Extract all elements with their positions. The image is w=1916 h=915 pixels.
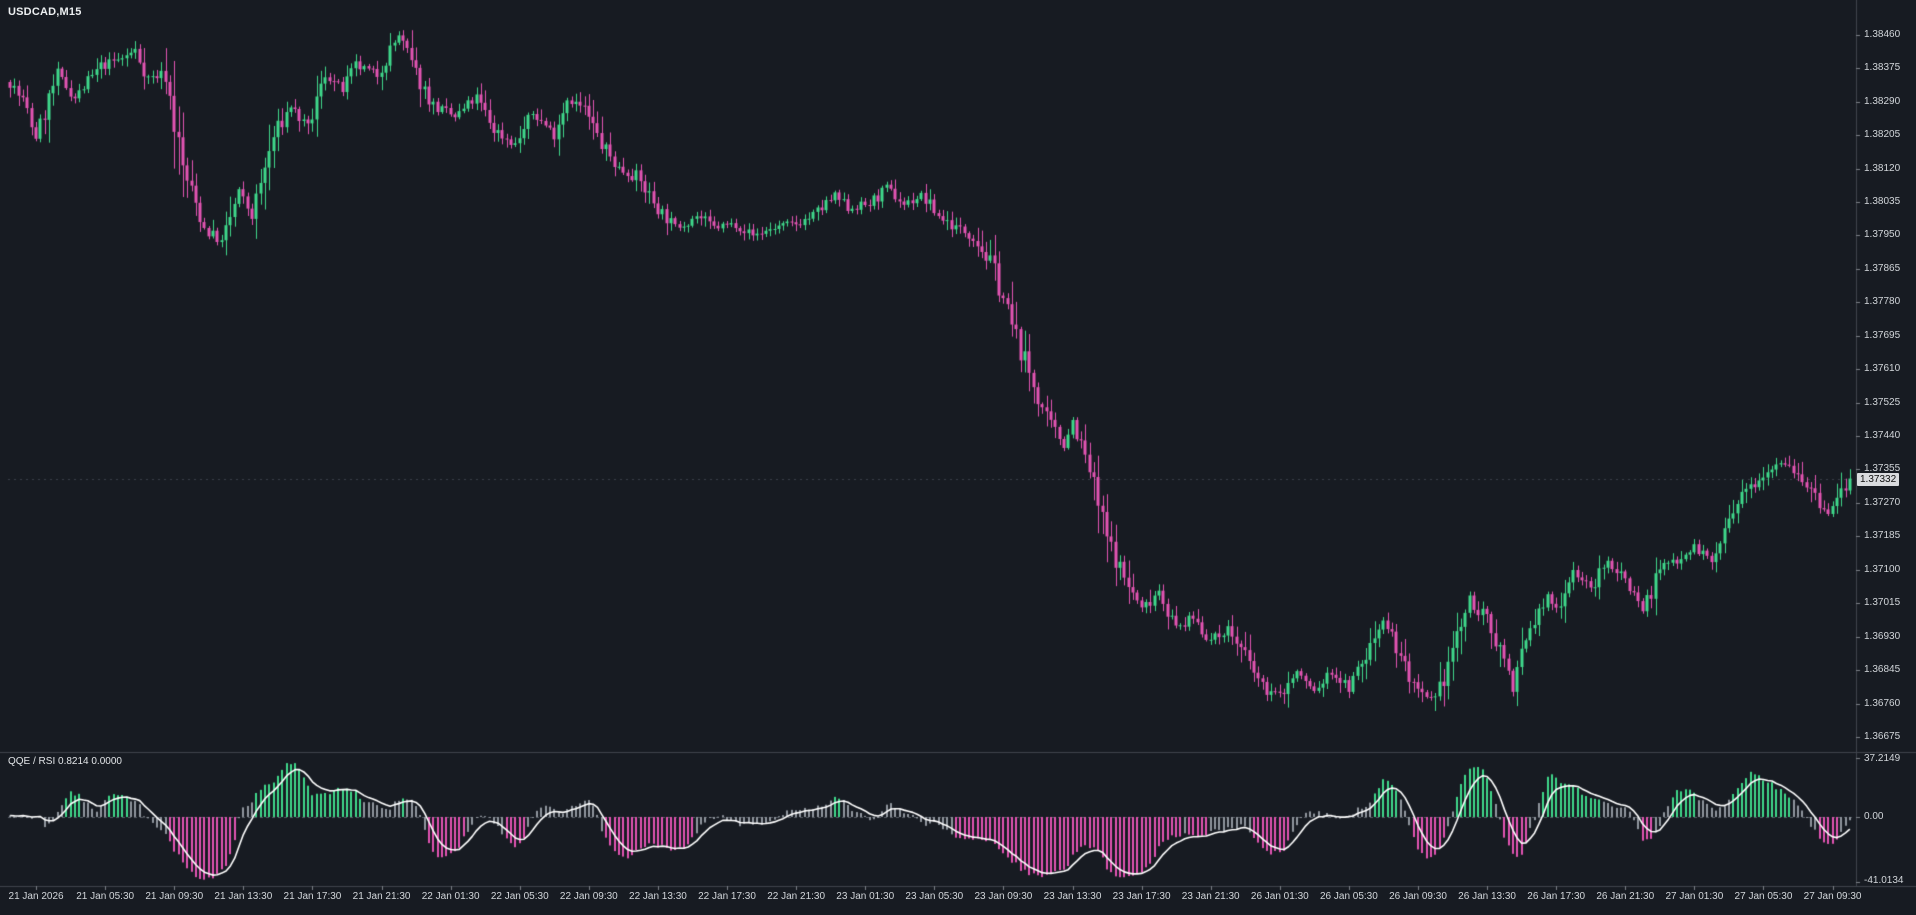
price-axis-label: 1.37780 bbox=[1864, 296, 1901, 308]
time-axis-label: 22 Jan 05:30 bbox=[490, 891, 549, 902]
current-price-tag: 1.37332 bbox=[1857, 472, 1900, 486]
time-axis-label: 26 Jan 13:30 bbox=[1458, 891, 1516, 902]
price-axis-label: 1.37865 bbox=[1864, 262, 1901, 274]
time-axis-label: 21 Jan 13:30 bbox=[214, 891, 273, 902]
price-axis-label: 1.37270 bbox=[1864, 496, 1901, 508]
price-axis-label: 1.37355 bbox=[1864, 463, 1901, 475]
indicator-max-label: 37.2149 bbox=[1864, 753, 1901, 764]
price-axis-label: 1.36760 bbox=[1864, 697, 1901, 709]
time-axis-label: 23 Jan 13:30 bbox=[1043, 891, 1102, 902]
time-axis-label: 23 Jan 01:30 bbox=[836, 891, 895, 902]
time-axis-label: 27 Jan 01:30 bbox=[1665, 891, 1724, 902]
price-axis-label: 1.37185 bbox=[1864, 530, 1901, 542]
price-axis-label: 1.38375 bbox=[1864, 62, 1901, 74]
price-axis-label: 1.38460 bbox=[1864, 28, 1901, 40]
time-axis-label: 26 Jan 21:30 bbox=[1596, 891, 1655, 902]
time-axis-label: 26 Jan 17:30 bbox=[1527, 891, 1586, 902]
time-axis-label: 26 Jan 05:30 bbox=[1319, 891, 1378, 902]
price-axis-label: 1.37695 bbox=[1864, 329, 1901, 341]
time-axis-label: 21 Jan 05:30 bbox=[76, 891, 135, 902]
price-axis-label: 1.37440 bbox=[1864, 430, 1901, 442]
price-axis-label: 1.37100 bbox=[1864, 563, 1901, 575]
time-axis-label: 23 Jan 17:30 bbox=[1112, 891, 1171, 902]
symbol-timeframe-label: USDCAD,M15 bbox=[8, 6, 82, 18]
time-axis-label: 23 Jan 09:30 bbox=[974, 891, 1033, 902]
price-axis-label: 1.37525 bbox=[1864, 396, 1901, 408]
price-axis-label: 1.38290 bbox=[1864, 95, 1901, 107]
time-axis-label: 27 Jan 09:30 bbox=[1803, 891, 1862, 902]
time-axis-label: 23 Jan 21:30 bbox=[1181, 891, 1240, 902]
price-axis-label: 1.37610 bbox=[1864, 363, 1901, 375]
time-axis-label: 21 Jan 17:30 bbox=[283, 891, 342, 902]
time-axis-label: 22 Jan 21:30 bbox=[767, 891, 826, 902]
time-axis-label: 26 Jan 09:30 bbox=[1389, 891, 1447, 902]
indicator-min-label: -41.0134 bbox=[1864, 875, 1904, 886]
price-axis-label: 1.38205 bbox=[1864, 129, 1901, 141]
price-axis-label: 1.36845 bbox=[1864, 664, 1901, 676]
time-axis-label: 22 Jan 01:30 bbox=[421, 891, 480, 902]
price-axis-label: 1.37950 bbox=[1864, 229, 1901, 241]
price-axis-label: 1.36930 bbox=[1864, 630, 1901, 642]
time-axis-label: 21 Jan 09:30 bbox=[145, 891, 204, 902]
price-axis-label: 1.38035 bbox=[1864, 195, 1901, 207]
time-axis-label: 23 Jan 05:30 bbox=[905, 891, 964, 902]
price-axis-label: 1.38120 bbox=[1864, 162, 1901, 174]
time-axis-label: 26 Jan 01:30 bbox=[1250, 891, 1309, 902]
price-axis-label: 1.37015 bbox=[1864, 597, 1901, 609]
indicator-title: QQE / RSI 0.8214 0.0000 bbox=[8, 756, 122, 767]
time-axis-label: 22 Jan 17:30 bbox=[698, 891, 756, 902]
time-axis-label: 22 Jan 09:30 bbox=[559, 891, 618, 902]
time-axis-label: 27 Jan 05:30 bbox=[1734, 891, 1793, 902]
time-axis-label: 21 Jan 21:30 bbox=[352, 891, 411, 902]
time-axis-label: 22 Jan 13:30 bbox=[629, 891, 687, 902]
indicator-zero-label: 0.00 bbox=[1864, 810, 1884, 822]
time-axis-label: 21 Jan 2026 bbox=[8, 891, 64, 902]
price-axis-label: 1.36675 bbox=[1864, 730, 1901, 742]
